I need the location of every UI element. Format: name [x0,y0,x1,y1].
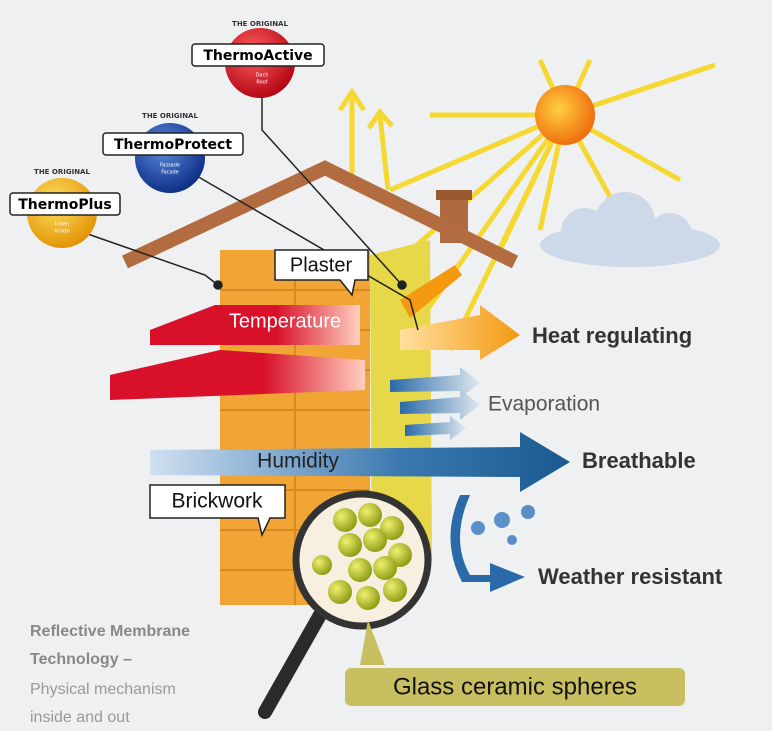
house-part [436,190,472,200]
badge-lines-part [82,232,218,285]
badge-sub: Inside [55,229,70,235]
magnifier-part-part [348,558,372,582]
cloud-part [648,213,692,257]
badge-lines-part [398,281,406,289]
diagram: THE ORIGINAL ThermoActive Dach Roof THE … [0,0,772,731]
arrows-part-part [521,505,535,519]
arrows-part [471,505,535,545]
sun [390,60,715,350]
caption-title: Technology – [30,651,132,668]
caption-text: inside and out [30,709,130,726]
magnifier-part-part [383,578,407,602]
magnifier-part-part [328,580,352,604]
magnifier-part [265,615,320,712]
label-spheres: Glass ceramic spheres [393,673,637,700]
label-breathable: Breathable [582,448,696,473]
badge-thermoplus: THE ORIGINAL ThermoPlus Innen Inside [10,168,120,248]
badge-top: THE ORIGINAL [34,168,90,176]
magnifier-part-part [312,555,332,575]
caption-text: Physical mechanism [30,681,176,698]
label-plaster: Plaster [290,254,353,276]
badge-lines-part [214,281,222,289]
label-weather-resistant: Weather resistant [538,564,723,589]
badge-sub: Facade [161,170,179,176]
sun-part [535,85,595,145]
badge-top: THE ORIGINAL [142,112,198,120]
label-evaporation: Evaporation [488,393,600,416]
arrows-part-part [471,521,485,535]
badge-thermoactive: THE ORIGINAL ThermoActive Dach Roof [192,20,324,98]
badge-thermoprotect: THE ORIGINAL ThermoProtect Fassade Facad… [103,112,243,193]
magnifier-part-part [356,586,380,610]
badge-top: THE ORIGINAL [232,20,288,28]
label-heat-regulating: Heat regulating [532,323,692,348]
badge-name: ThermoProtect [114,137,232,153]
badge-sub: Roof [256,80,267,86]
badge-name: ThermoActive [203,48,312,64]
cloud-part [595,192,655,252]
magnifier-part-part [363,528,387,552]
reflected-rays-part [380,115,388,190]
arrows-part-part [507,535,517,545]
badge-sub: Innen [55,222,69,228]
badge-sub: Fassade [160,163,180,169]
label-temperature: Temperature [229,310,341,332]
caption-title: Reflective Membrane [30,623,190,640]
magnifier-part-part [373,556,397,580]
magnifier-part-part [338,533,362,557]
cloud [540,192,720,267]
badge-sub: Dach [256,73,269,79]
magnifier-part-part [358,503,382,527]
arrows-part-part [494,512,510,528]
label-brickwork: Brickwork [171,490,263,513]
label-humidity: Humidity [257,450,339,473]
magnifier-part-part [333,508,357,532]
badge-name: ThermoPlus [18,197,111,213]
